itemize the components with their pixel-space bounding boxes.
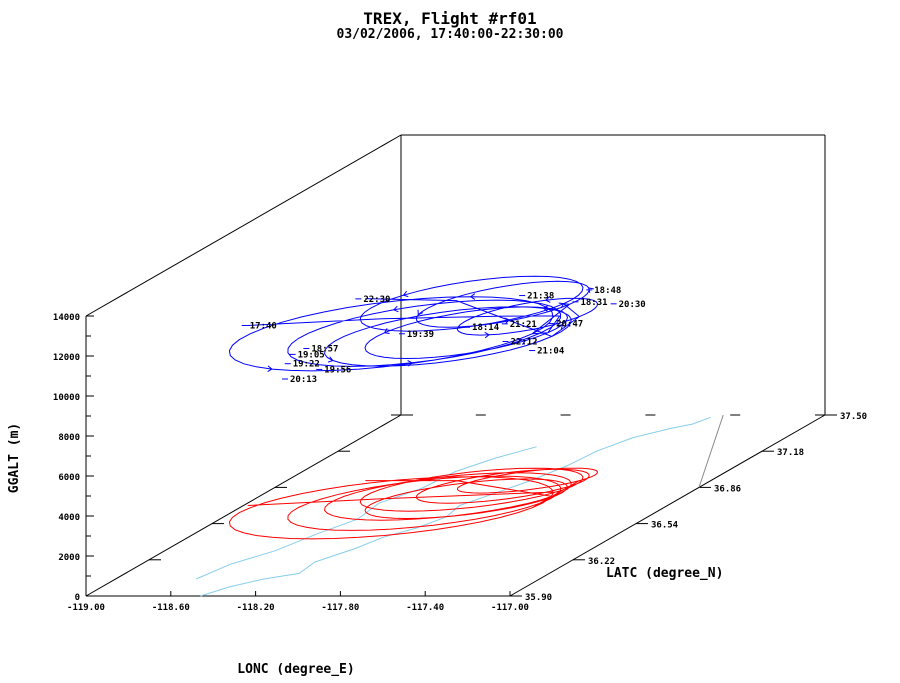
y-tick-label: 35.90: [525, 593, 552, 603]
terrain-contour: [200, 416, 711, 597]
track-arrow: [588, 287, 594, 293]
z-tick-label: 6000: [58, 473, 80, 483]
z-tick-label: 0: [75, 593, 80, 603]
y-tick-label: 36.22: [588, 557, 615, 567]
track-arrow: [407, 360, 413, 367]
time-label: 19:56: [324, 365, 351, 375]
x-tick-label: -117.80: [321, 603, 359, 613]
time-label: 18:31: [580, 298, 607, 308]
time-label: 19:39: [407, 330, 434, 340]
chart-title: TREX, Flight #rf01: [363, 9, 537, 28]
track-arrow: [417, 309, 424, 316]
track-arrow: [542, 305, 549, 312]
track-arrow: [267, 365, 273, 373]
z-tick-label: 14000: [53, 313, 80, 323]
z-tick-label: 4000: [58, 513, 80, 523]
x-tick-label: -117.00: [491, 603, 529, 613]
track-arrow: [402, 290, 409, 298]
y-tick-label: 37.50: [840, 412, 867, 422]
time-label: 21:04: [537, 347, 565, 357]
y-tick-label: 37.18: [777, 448, 804, 458]
track-arrow: [327, 356, 334, 363]
time-label: 19:22: [293, 360, 320, 370]
time-label: 22:30: [363, 295, 390, 305]
top-back-edge: [85, 134, 402, 317]
guide-line: [698, 414, 724, 488]
track-arrow: [469, 293, 476, 300]
chart-subtitle: 03/02/2006, 17:40:00-22:30:00: [336, 27, 564, 42]
time-label: 18:14: [472, 323, 500, 333]
flight-track: [228, 275, 599, 372]
x-tick-label: -118.20: [237, 603, 275, 613]
y-tick-label: 36.86: [714, 484, 741, 494]
ground-track: [228, 467, 599, 540]
track-arrow: [383, 328, 390, 334]
track-arrow: [557, 324, 564, 330]
time-label: 21:21: [510, 320, 537, 330]
time-label: 18:48: [594, 286, 621, 296]
time-label: 21:38: [527, 292, 554, 302]
track-arrow: [558, 302, 565, 309]
track-arrow: [392, 305, 399, 313]
time-label: 22:12: [511, 338, 538, 348]
y-tick-label: 36.54: [651, 521, 679, 531]
z-tick-label: 8000: [58, 433, 80, 443]
z-tick-label: 12000: [53, 353, 80, 363]
z-tick-label: 2000: [58, 553, 80, 563]
z-tick-label: 10000: [53, 393, 80, 403]
time-label: 20:47: [556, 320, 583, 330]
time-label: 20:13: [290, 375, 317, 385]
time-label: 17:40: [250, 322, 277, 332]
y-axis-line: [509, 414, 826, 597]
x-tick-label: -119.00: [67, 603, 105, 613]
track-arrow: [544, 296, 551, 303]
time-label: 20:30: [619, 300, 646, 310]
track-arrow: [520, 338, 527, 345]
track-arrow: [504, 317, 510, 324]
x-tick-label: -118.60: [152, 603, 190, 613]
z-axis-label: GGALT (m): [7, 423, 22, 493]
time-label: 18:57: [311, 344, 338, 354]
terrain-contour-west: [195, 446, 537, 580]
x-tick-label: -117.40: [406, 603, 444, 613]
y-axis-label: LATC (degree_N): [606, 566, 723, 581]
time-label: 19:05: [298, 350, 325, 360]
x-axis-label: LONC (degree_E): [237, 662, 354, 677]
track-arrow: [484, 331, 490, 339]
floor-back-edge: [85, 414, 402, 597]
